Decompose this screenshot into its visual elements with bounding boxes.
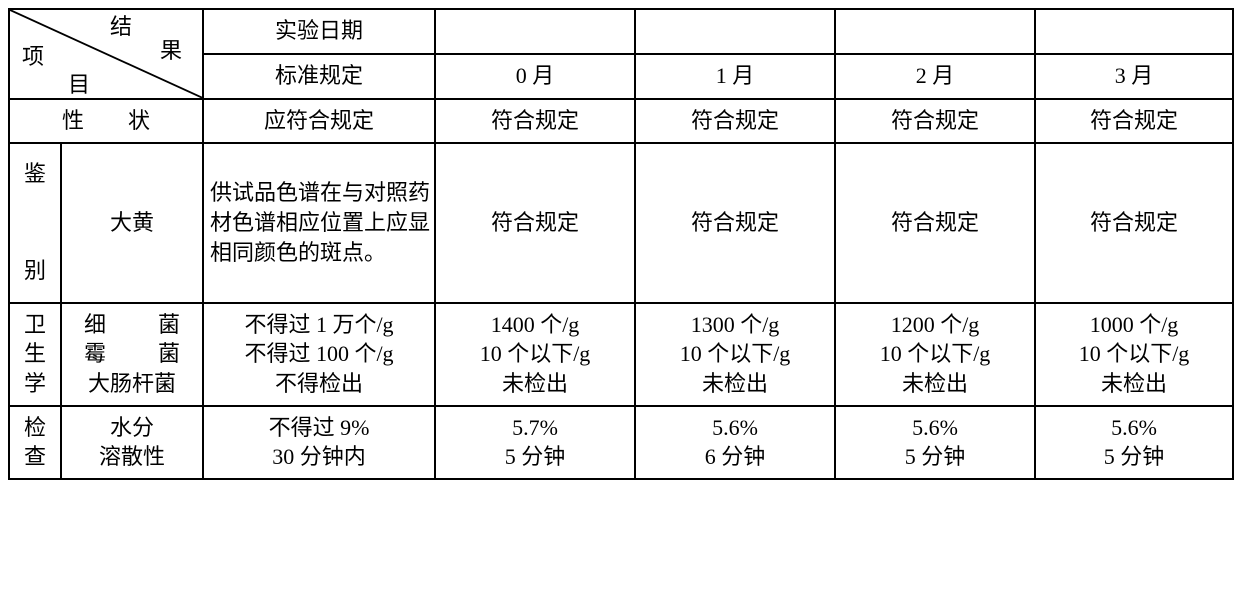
diag-top1: 结 (110, 16, 132, 38)
row-chk-std1: 不得过 9% (208, 413, 430, 443)
row-hyg-m1: 1300 个/g 10 个以下/g 未检出 (635, 303, 835, 406)
row-id-std: 供试品色谱在与对照药材色谱相应位置上应显相同颜色的斑点。 (203, 143, 435, 302)
row-hyg-m3: 1000 个/g 10 个以下/g 未检出 (1035, 303, 1233, 406)
row-id-m3: 符合规定 (1035, 143, 1233, 302)
row-hyg-item1: 细 菌 (66, 310, 198, 340)
hdr-blank-3 (1035, 9, 1233, 54)
row-id-m2: 符合规定 (835, 143, 1035, 302)
row-chk-m2: 5.6% 5 分钟 (835, 406, 1035, 479)
row-chk-m3: 5.6% 5 分钟 (1035, 406, 1233, 479)
row-hyg-item3: 大肠杆菌 (66, 369, 198, 399)
diag-header-cell: 结 果 项 目 (9, 9, 203, 99)
row-hyg-m2: 1200 个/g 10 个以下/g 未检出 (835, 303, 1035, 406)
row-hyg-m1-1: 1300 个/g (640, 310, 830, 340)
row-prop-m0: 符合规定 (435, 99, 635, 144)
row-id-m0: 符合规定 (435, 143, 635, 302)
row-hyg-std3: 不得检出 (208, 369, 430, 399)
hdr-m1: 1 月 (635, 54, 835, 99)
row-hyg-m3-1: 1000 个/g (1040, 310, 1228, 340)
row-chk-m3-1: 5.6% (1040, 413, 1228, 443)
row-id-group: 鉴 别 (9, 143, 61, 302)
row-chk-m0-2: 5 分钟 (440, 442, 630, 472)
row-hyg-std1: 不得过 1 万个/g (208, 310, 430, 340)
stability-test-table: 结 果 项 目 实验日期 标准规定 0 月 1 月 2 月 3 月 性 状 应符… (8, 8, 1234, 480)
row-chk-m1-1: 5.6% (640, 413, 830, 443)
row-chk-m2-1: 5.6% (840, 413, 1030, 443)
row-chk-m3-2: 5 分钟 (1040, 442, 1228, 472)
row-hyg-m1-3: 未检出 (640, 369, 830, 399)
row-prop-m3: 符合规定 (1035, 99, 1233, 144)
row-chk-group: 检查 (9, 406, 61, 479)
row-hyg-m0: 1400 个/g 10 个以下/g 未检出 (435, 303, 635, 406)
row-hyg-m3-2: 10 个以下/g (1040, 339, 1228, 369)
row-hyg-m3-3: 未检出 (1040, 369, 1228, 399)
row-hyg-m1-2: 10 个以下/g (640, 339, 830, 369)
diag-left2: 目 (68, 74, 90, 96)
row-hyg-m0-3: 未检出 (440, 369, 630, 399)
hdr-m3: 3 月 (1035, 54, 1233, 99)
hdr-m0: 0 月 (435, 54, 635, 99)
row-chk-std2: 30 分钟内 (208, 442, 430, 472)
row-id-item: 大黄 (61, 143, 203, 302)
row-chk-items: 水分 溶散性 (61, 406, 203, 479)
hdr-std: 标准规定 (203, 54, 435, 99)
hdr-blank-2 (835, 9, 1035, 54)
row-hyg-m2-1: 1200 个/g (840, 310, 1030, 340)
row-chk-item2: 溶散性 (66, 442, 198, 472)
row-id-m1: 符合规定 (635, 143, 835, 302)
row-prop-m1: 符合规定 (635, 99, 835, 144)
row-hyg-m0-2: 10 个以下/g (440, 339, 630, 369)
hdr-blank-0 (435, 9, 635, 54)
row-hyg-m2-2: 10 个以下/g (840, 339, 1030, 369)
hdr-m2: 2 月 (835, 54, 1035, 99)
row-prop-m2: 符合规定 (835, 99, 1035, 144)
row-chk-m0-1: 5.7% (440, 413, 630, 443)
diag-top2: 果 (160, 40, 182, 62)
row-hyg-group: 卫生学 (9, 303, 61, 406)
row-hyg-m0-1: 1400 个/g (440, 310, 630, 340)
row-chk-item1: 水分 (66, 413, 198, 443)
row-chk-std: 不得过 9% 30 分钟内 (203, 406, 435, 479)
row-prop-std: 应符合规定 (203, 99, 435, 144)
hdr-blank-1 (635, 9, 835, 54)
row-hyg-item2: 霉 菌 (66, 339, 198, 369)
diag-left1: 项 (22, 46, 44, 68)
row-chk-m1: 5.6% 6 分钟 (635, 406, 835, 479)
row-chk-m0: 5.7% 5 分钟 (435, 406, 635, 479)
row-hyg-items: 细 菌 霉 菌 大肠杆菌 (61, 303, 203, 406)
row-chk-m2-2: 5 分钟 (840, 442, 1030, 472)
row-hyg-std: 不得过 1 万个/g 不得过 100 个/g 不得检出 (203, 303, 435, 406)
row-prop-label: 性 状 (9, 99, 203, 144)
hdr-exp-date: 实验日期 (203, 9, 435, 54)
row-chk-m1-2: 6 分钟 (640, 442, 830, 472)
row-hyg-m2-3: 未检出 (840, 369, 1030, 399)
row-hyg-std2: 不得过 100 个/g (208, 339, 430, 369)
